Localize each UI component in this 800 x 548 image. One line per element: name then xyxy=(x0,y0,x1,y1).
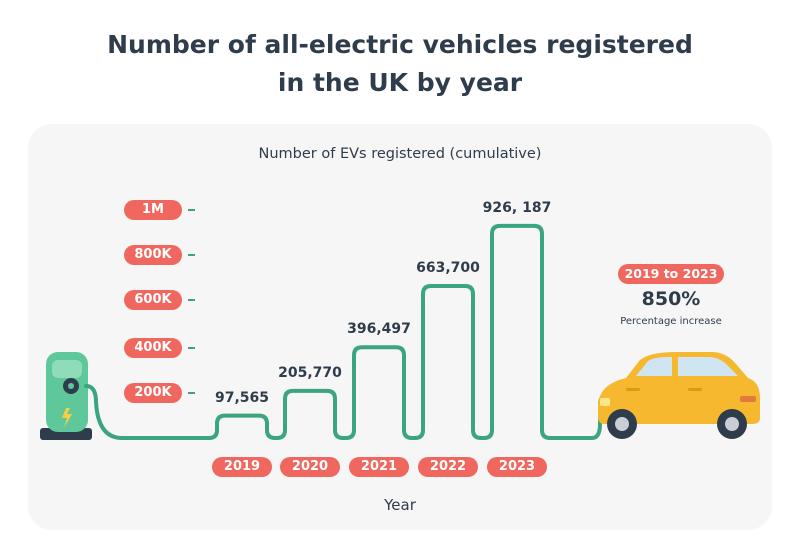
ev-charger-icon xyxy=(40,352,92,440)
bar-2022 xyxy=(423,286,473,438)
x-tick-2023: 2023 xyxy=(487,457,547,477)
bar-2023 xyxy=(492,226,542,438)
x-tick-2021: 2021 xyxy=(349,457,409,477)
y-tick-400k: 400K xyxy=(124,338,182,358)
x-tick-2020: 2020 xyxy=(280,457,340,477)
y-tick-mark xyxy=(188,392,195,394)
y-tick-mark xyxy=(188,299,195,301)
bar-2020 xyxy=(285,391,335,438)
data-label-2022: 663,700 xyxy=(416,260,480,276)
y-tick-600k: 600K xyxy=(124,290,182,310)
y-tick-800k: 800K xyxy=(124,245,182,265)
data-label-2020: 205,770 xyxy=(278,364,342,381)
y-tick-1m: 1M xyxy=(124,200,182,220)
series-line xyxy=(84,223,610,440)
page-title: Number of all-electric vehicles register… xyxy=(107,30,693,97)
bars-group xyxy=(217,226,542,438)
y-tick-mark xyxy=(188,209,195,211)
electric-car-icon xyxy=(598,352,760,439)
data-label-2021: 396,497 xyxy=(347,321,411,338)
data-label-2023: 926, 187 xyxy=(482,199,552,216)
bar-2021 xyxy=(354,347,404,438)
x-axis-label: Year xyxy=(384,496,416,514)
chart-subtitle: Number of EVs registered (cumulative) xyxy=(258,146,542,162)
y-tick-200k: 200K xyxy=(124,383,182,403)
y-tick-mark xyxy=(188,347,195,349)
x-tick-2022: 2022 xyxy=(418,457,478,477)
data-label-2019: 97,565 xyxy=(214,389,270,406)
y-tick-mark xyxy=(188,254,195,256)
x-tick-2019: 2019 xyxy=(212,457,272,477)
annotation-badge: 2019 to 2023 xyxy=(618,264,724,284)
bar-2019 xyxy=(217,416,267,438)
annotation-caption: Percentage increase xyxy=(620,316,722,327)
annotation-value: 850% xyxy=(641,288,701,310)
